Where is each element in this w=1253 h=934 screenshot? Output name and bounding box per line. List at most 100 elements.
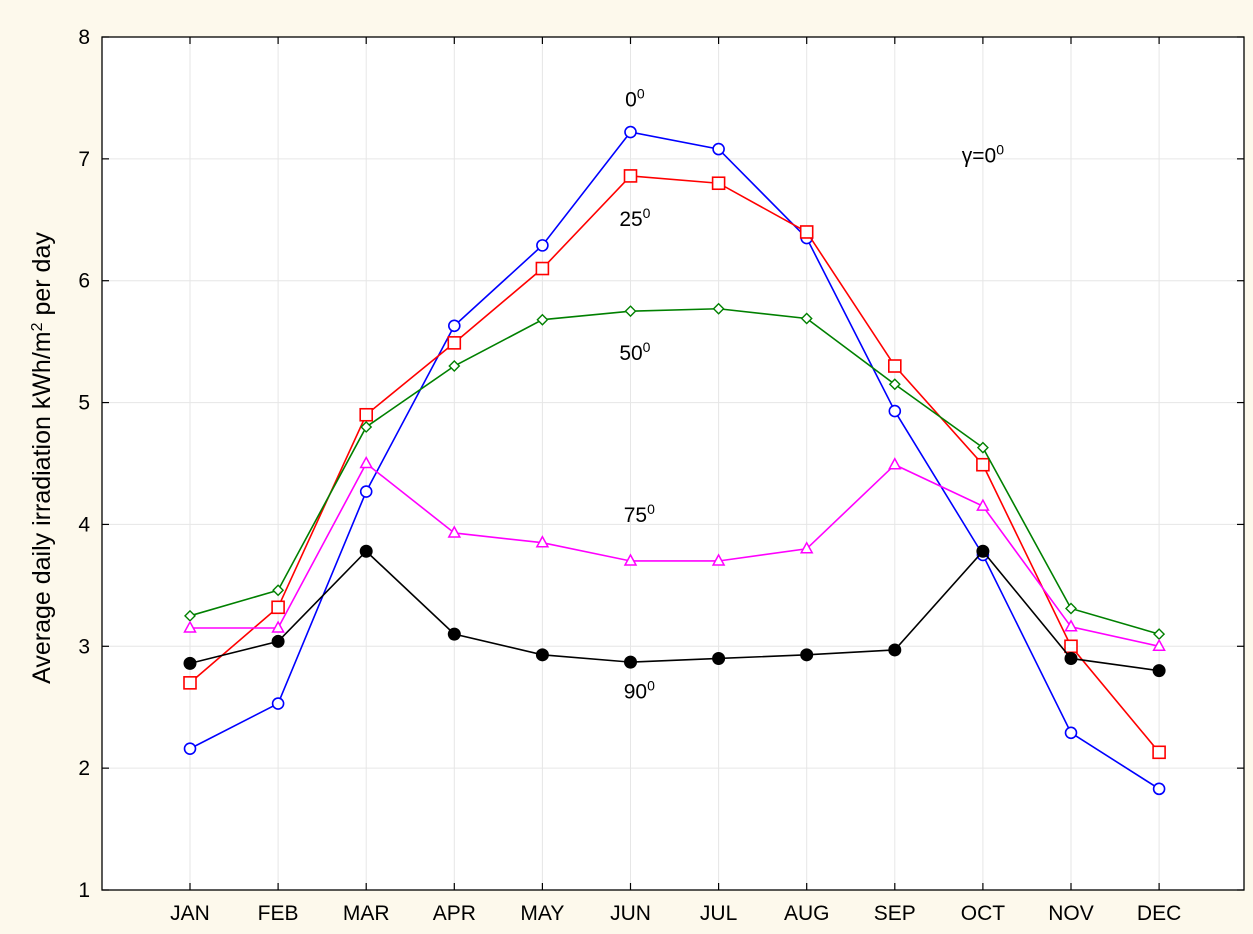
annotation-label: 750 (624, 501, 655, 527)
data-point (183, 742, 197, 755)
data-point (1152, 782, 1166, 796)
x-tick-label: JUN (610, 902, 651, 925)
annotation-text: 25 (619, 208, 642, 231)
y-tick-label: 4 (78, 513, 90, 536)
annotation-sup: 0 (996, 142, 1004, 158)
data-point (536, 313, 549, 326)
data-point (976, 441, 989, 454)
data-point (535, 535, 550, 548)
data-point (711, 176, 726, 191)
series-line (190, 462, 1160, 648)
data-point (447, 525, 462, 538)
data-point (536, 239, 549, 252)
series-75 (183, 455, 1166, 652)
series-25 (183, 169, 1166, 760)
y-tick-label: 5 (78, 392, 90, 415)
y-tick-label: 8 (78, 26, 90, 49)
data-point (712, 651, 726, 665)
y-tick-label: 2 (78, 757, 90, 780)
data-point (183, 620, 197, 633)
annotation-text: γ=0 (962, 145, 996, 168)
annotation-label: 250 (619, 205, 650, 231)
data-point (1152, 745, 1166, 760)
data-point (624, 125, 637, 139)
x-tick-label: OCT (961, 902, 1006, 925)
data-point (800, 312, 813, 325)
annotation-label: γ=00 (962, 142, 1004, 168)
data-point (888, 404, 902, 418)
series-90 (183, 544, 1166, 678)
data-point (624, 305, 637, 318)
annotation-sup: 0 (643, 205, 651, 221)
data-point (1065, 602, 1077, 615)
x-tick-label: NOV (1048, 902, 1094, 925)
y-axis-title-sup: 2 (29, 322, 46, 331)
data-point (271, 600, 285, 615)
annotation-label: 500 (619, 339, 650, 365)
data-point (447, 627, 461, 641)
x-tick-label: APR (433, 902, 476, 925)
data-point (888, 378, 901, 391)
series-50 (184, 302, 1166, 641)
data-point (1064, 639, 1078, 654)
plot-frame (101, 36, 1245, 891)
y-axis-title: Average daily irradiation kWh/m2 per day (28, 232, 56, 684)
data-point (535, 261, 550, 276)
data-point (1064, 619, 1078, 632)
series-line (189, 550, 1160, 672)
series-layer (183, 125, 1166, 796)
data-point (976, 544, 990, 558)
annotation-sup: 0 (643, 339, 651, 355)
series-line (189, 131, 1160, 790)
data-point (1064, 651, 1078, 665)
data-point (359, 407, 374, 422)
data-point (624, 655, 637, 669)
data-point (271, 620, 285, 633)
annotation-text: 50 (619, 342, 642, 365)
data-point (183, 656, 197, 670)
data-point (1152, 664, 1166, 678)
annotation-text: 75 (624, 504, 647, 527)
annotation-sup: 0 (647, 501, 655, 517)
y-tick-label: 1 (78, 879, 90, 902)
data-point (712, 302, 725, 315)
data-point (360, 420, 373, 433)
data-point (976, 498, 990, 511)
data-point (799, 225, 814, 239)
data-point (271, 634, 285, 648)
x-tick-label: SEP (874, 902, 916, 925)
data-point (888, 643, 902, 657)
x-tick-label: JUL (700, 902, 737, 925)
annotation-label: 900 (624, 678, 655, 704)
series-line (189, 175, 1160, 753)
annotation-label: 00 (625, 85, 645, 111)
axes: 1 2 3 4 5 6 7 8 JAN FEB MAR APR MAY JUN JUL AUG SEP OCT NO… (78, 26, 1244, 925)
data-point (183, 676, 197, 690)
y-axis-title-main: Average daily irradiation kWh/m (28, 331, 56, 683)
y-tick-label: 6 (78, 270, 90, 293)
data-point (271, 697, 285, 710)
data-point (711, 553, 726, 566)
data-point (888, 457, 902, 470)
data-point (887, 359, 902, 373)
x-tick-label: DEC (1137, 902, 1181, 925)
data-point (448, 360, 461, 373)
data-point (1064, 726, 1078, 740)
data-point (272, 584, 285, 597)
data-point (799, 541, 814, 554)
annotation-text: 90 (624, 681, 647, 704)
data-point (447, 336, 462, 350)
data-point (359, 485, 373, 498)
annotation-sup: 0 (647, 678, 655, 694)
x-tick-label: FEB (258, 902, 299, 925)
annotation-text: 0 (625, 88, 637, 111)
series-line (189, 307, 1160, 635)
annotation-sup: 0 (637, 85, 645, 101)
x-tick-label: MAY (520, 902, 564, 925)
y-tick-label: 3 (78, 635, 90, 658)
data-point (800, 648, 814, 662)
x-tick-label: JAN (170, 902, 210, 925)
data-point (1152, 638, 1166, 652)
